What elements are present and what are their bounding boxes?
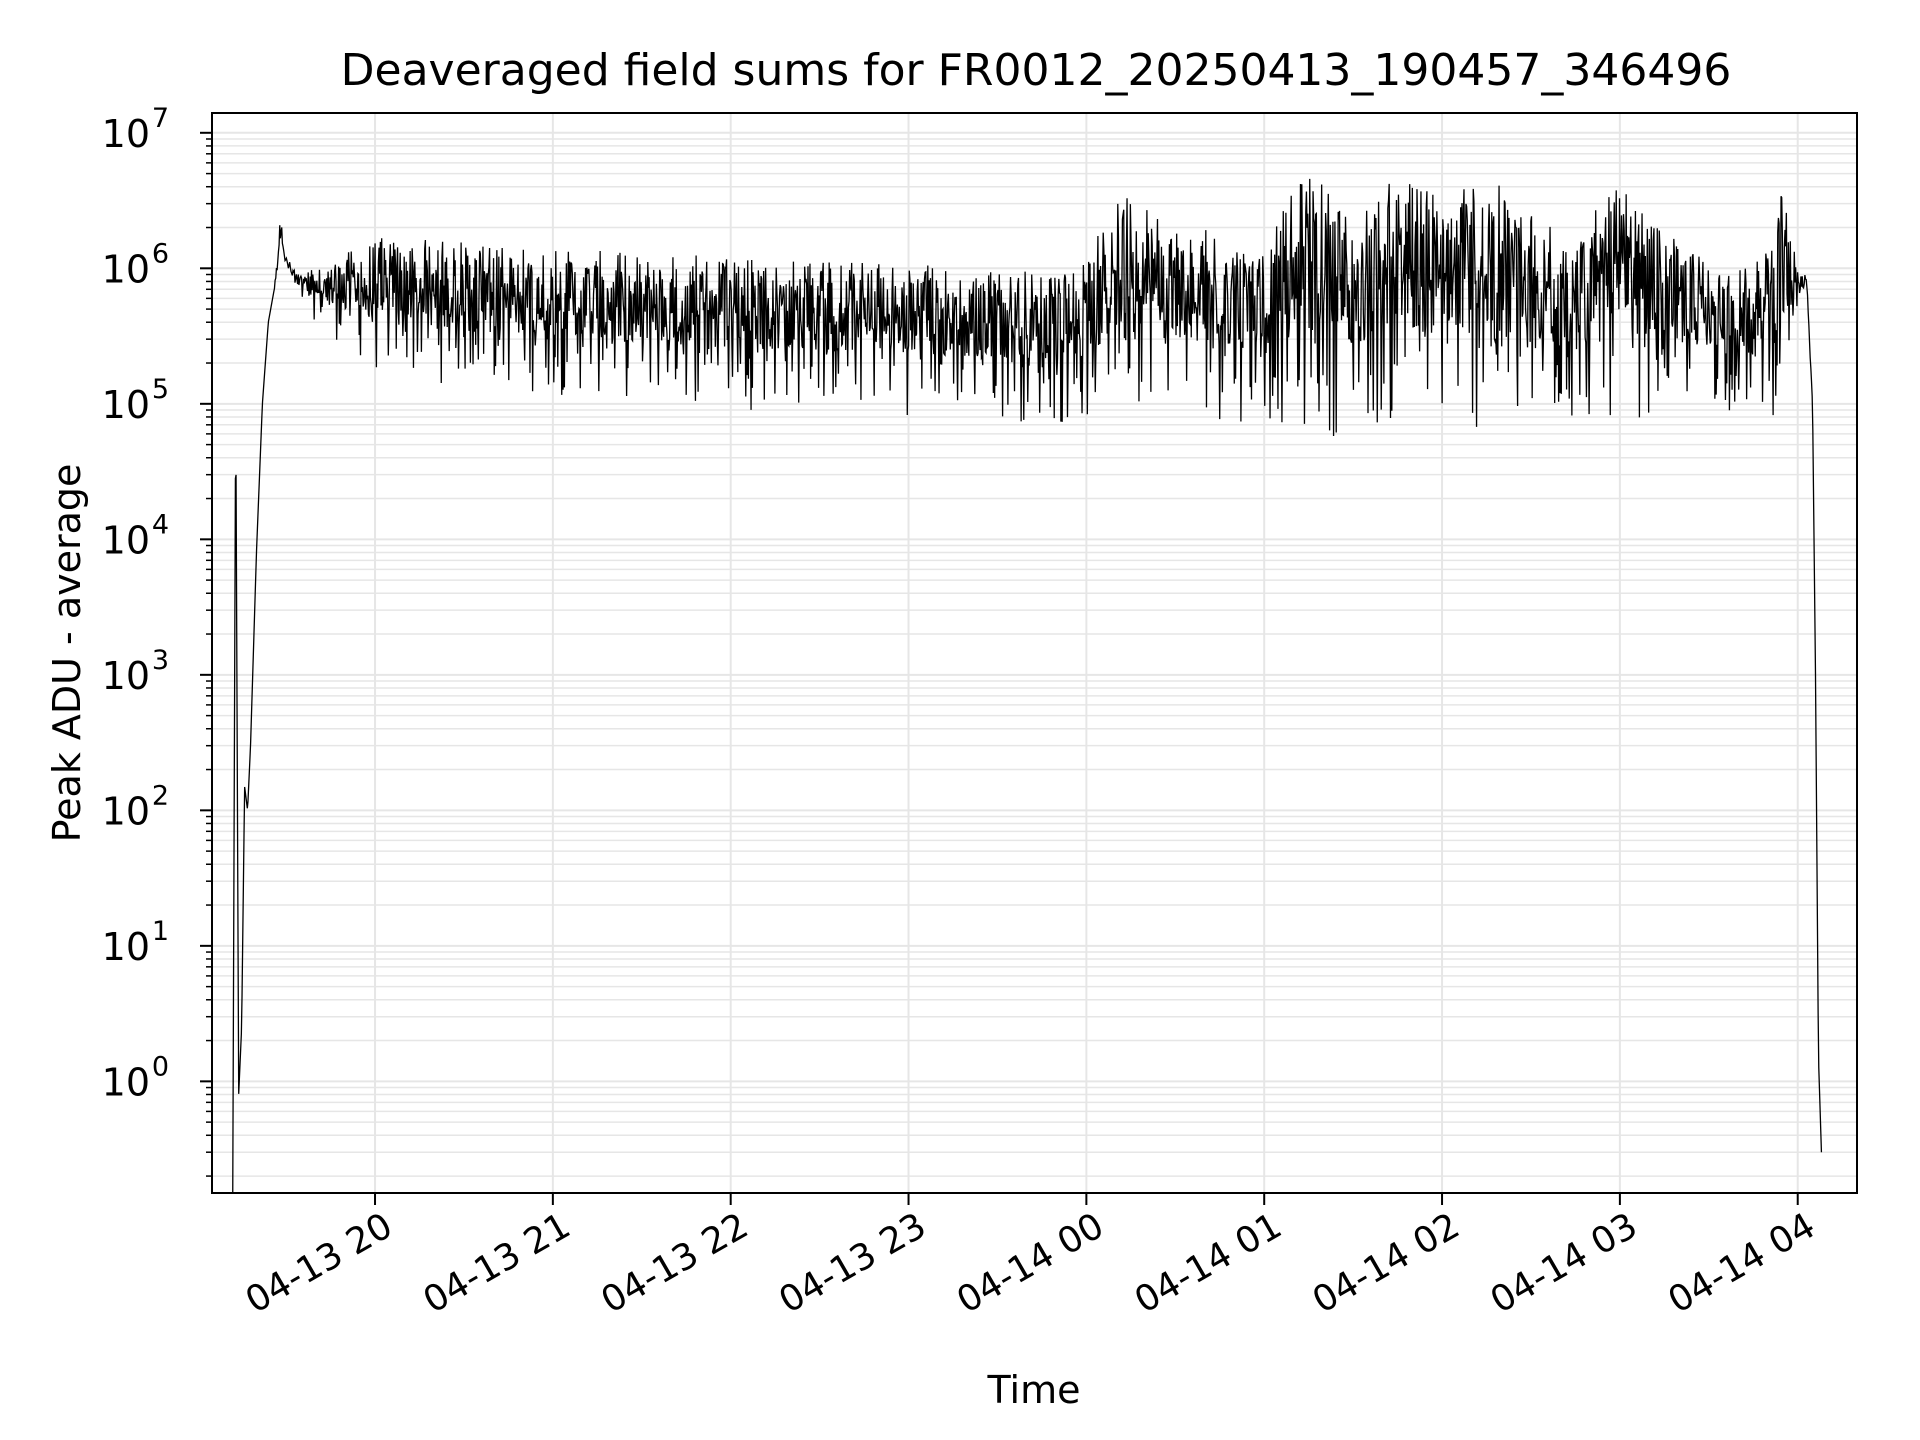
y-tick-exponent: 3 bbox=[152, 645, 169, 676]
y-axis-label: Peak ADU - average bbox=[45, 464, 89, 843]
series-layer bbox=[232, 178, 1823, 1194]
y-tick-label: 10 bbox=[102, 383, 150, 427]
y-tick-exponent: 4 bbox=[152, 509, 169, 540]
y-tick-label: 10 bbox=[102, 654, 150, 698]
y-tick-exponent: 6 bbox=[152, 238, 169, 269]
y-tick-exponent: 2 bbox=[152, 780, 169, 811]
y-tick-label: 10 bbox=[102, 112, 150, 156]
y-tick-exponent: 0 bbox=[152, 1051, 169, 1082]
plot-frame bbox=[211, 112, 1858, 1194]
y-tick-base: 10 bbox=[102, 112, 150, 156]
y-tick-base: 10 bbox=[102, 925, 150, 969]
y-tick-label: 10 bbox=[102, 925, 150, 969]
y-tick-base: 10 bbox=[102, 383, 150, 427]
y-tick-label: 10 bbox=[102, 518, 150, 562]
y-tick-exponent: 1 bbox=[152, 916, 169, 947]
y-tick-base: 10 bbox=[102, 1060, 150, 1104]
y-tick-exponent: 7 bbox=[152, 103, 169, 134]
grid-layer bbox=[212, 113, 1857, 1193]
y-tick-base: 10 bbox=[102, 247, 150, 291]
chart-title: Deaveraged field sums for FR0012_2025041… bbox=[341, 45, 1732, 96]
y-tick-base: 10 bbox=[102, 789, 150, 833]
y-tick-base: 10 bbox=[102, 654, 150, 698]
series-line bbox=[232, 178, 1823, 1194]
x-axis-label: Time bbox=[987, 1368, 1081, 1412]
y-tick-base: 10 bbox=[102, 518, 150, 562]
y-tick-label: 10 bbox=[102, 1060, 150, 1104]
y-tick-label: 10 bbox=[102, 247, 150, 291]
y-tick-label: 10 bbox=[102, 789, 150, 833]
y-tick-exponent: 5 bbox=[152, 374, 169, 405]
